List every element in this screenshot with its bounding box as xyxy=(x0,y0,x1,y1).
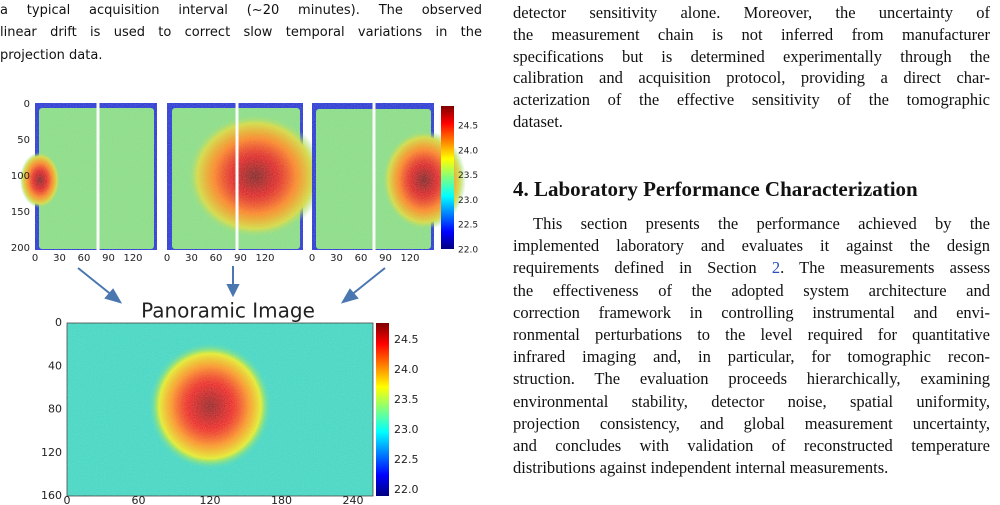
text-line: and concludes with validation of reconst… xyxy=(513,436,990,455)
colorbar-tick-label: 22.5 xyxy=(394,453,419,466)
x-tick-label: 30 xyxy=(53,253,66,264)
x-tick-label: 60 xyxy=(355,253,368,264)
colorbar-tick-label: 22.5 xyxy=(458,221,478,231)
colorbar-tick-label: 24.5 xyxy=(458,122,478,132)
x-tick-label: 60 xyxy=(132,494,146,505)
text-line: projection consistency, and global measu… xyxy=(513,413,990,433)
text-line: struction. The evaluation proceeds hiera… xyxy=(513,369,990,389)
text-line: requirements defined in Section 2. The m… xyxy=(513,258,990,278)
y-tick-label: 0 xyxy=(24,99,30,110)
panorama-heatmap xyxy=(66,322,374,497)
colorbar-tick-label: 24.0 xyxy=(458,146,478,156)
colorbar-tick-label: 22.0 xyxy=(394,483,419,496)
x-tick-label: 30 xyxy=(330,253,343,264)
y-tick-label: 100 xyxy=(11,171,30,182)
y-tick-label: 50 xyxy=(17,135,30,146)
x-tick-label: 120 xyxy=(255,253,274,264)
heatmap-2 xyxy=(167,103,323,250)
x-tick-label: 90 xyxy=(102,253,115,264)
text-span: . The measurements assess xyxy=(780,258,990,278)
colorbar-tick-label: 24.5 xyxy=(394,333,419,346)
colorbar xyxy=(441,106,454,249)
arrows xyxy=(77,266,386,304)
x-tick-label: 120 xyxy=(400,253,419,264)
text-line: a typical acquisition interval (~20 minu… xyxy=(0,3,482,18)
y-tick-label: 120 xyxy=(41,446,62,459)
colorbar-tick-label: 23.0 xyxy=(458,196,478,206)
panorama-title: Panoramic Image xyxy=(141,299,315,323)
heatmap-3 xyxy=(312,103,466,250)
x-tick-label: 240 xyxy=(343,494,364,505)
text-line: the effectiveness of the adopted system … xyxy=(513,280,990,300)
text-line: environmental stability, detector noise,… xyxy=(513,391,990,411)
colorbar-tick-label: 24.0 xyxy=(394,363,419,376)
x-tick-label: 30 xyxy=(185,253,198,264)
text-line: infrared imaging and, in particular, for… xyxy=(513,347,990,367)
text-line: specifications but is determined experim… xyxy=(513,46,990,66)
y-tick-label: 40 xyxy=(48,359,62,372)
colorbar xyxy=(376,323,389,496)
text-line: correction framework in controlling inst… xyxy=(513,302,990,322)
y-tick-label: 150 xyxy=(11,207,30,218)
x-tick-label: 0 xyxy=(32,253,38,264)
colorbar-tick-label: 23.0 xyxy=(394,423,419,436)
x-tick-label: 0 xyxy=(64,494,71,505)
text-line: the measurement chain is not inferred fr… xyxy=(513,24,990,44)
x-tick-label: 120 xyxy=(123,253,142,264)
text-span: requirements defined in Section xyxy=(513,258,772,278)
y-tick-label: 80 xyxy=(48,403,62,416)
text-line: ronmental perturbations to the level req… xyxy=(513,325,990,344)
x-tick-label: 90 xyxy=(379,253,392,264)
colorbar-tick-label: 22.0 xyxy=(458,246,478,256)
text-line: acterization of the effective sensitivit… xyxy=(513,90,990,110)
text-line: projection data. xyxy=(0,47,103,63)
y-tick-label: 200 xyxy=(11,243,30,254)
text-line: dataset. xyxy=(513,112,563,131)
section-link[interactable]: 2 xyxy=(771,258,781,278)
x-tick-label: 120 xyxy=(200,494,221,505)
x-tick-label: 180 xyxy=(271,494,292,505)
x-tick-label: 90 xyxy=(234,253,247,264)
y-tick-label: 0 xyxy=(55,316,62,329)
text-line: distributions against independent intern… xyxy=(513,458,889,478)
y-tick-label: 160 xyxy=(41,489,62,502)
section-heading: 4. Laboratory Performance Characterizati… xyxy=(513,177,918,201)
text-line: implemented laboratory and evaluates it … xyxy=(513,236,990,256)
text-line: detector sensitivity alone. Moreover, th… xyxy=(513,3,990,22)
colorbar-tick-label: 23.5 xyxy=(458,171,478,181)
text-line: This section presents the performance ac… xyxy=(533,214,990,233)
x-tick-label: 60 xyxy=(210,253,223,264)
heatmap-1 xyxy=(20,103,157,250)
text-line: calibration and acquisition protocol, pr… xyxy=(513,68,990,88)
x-tick-label: 0 xyxy=(309,253,315,264)
text-line: linear drift is used to correct slow tem… xyxy=(0,25,482,41)
colorbar-tick-label: 23.5 xyxy=(394,393,419,406)
x-tick-label: 60 xyxy=(78,253,91,264)
x-tick-label: 0 xyxy=(164,253,170,264)
